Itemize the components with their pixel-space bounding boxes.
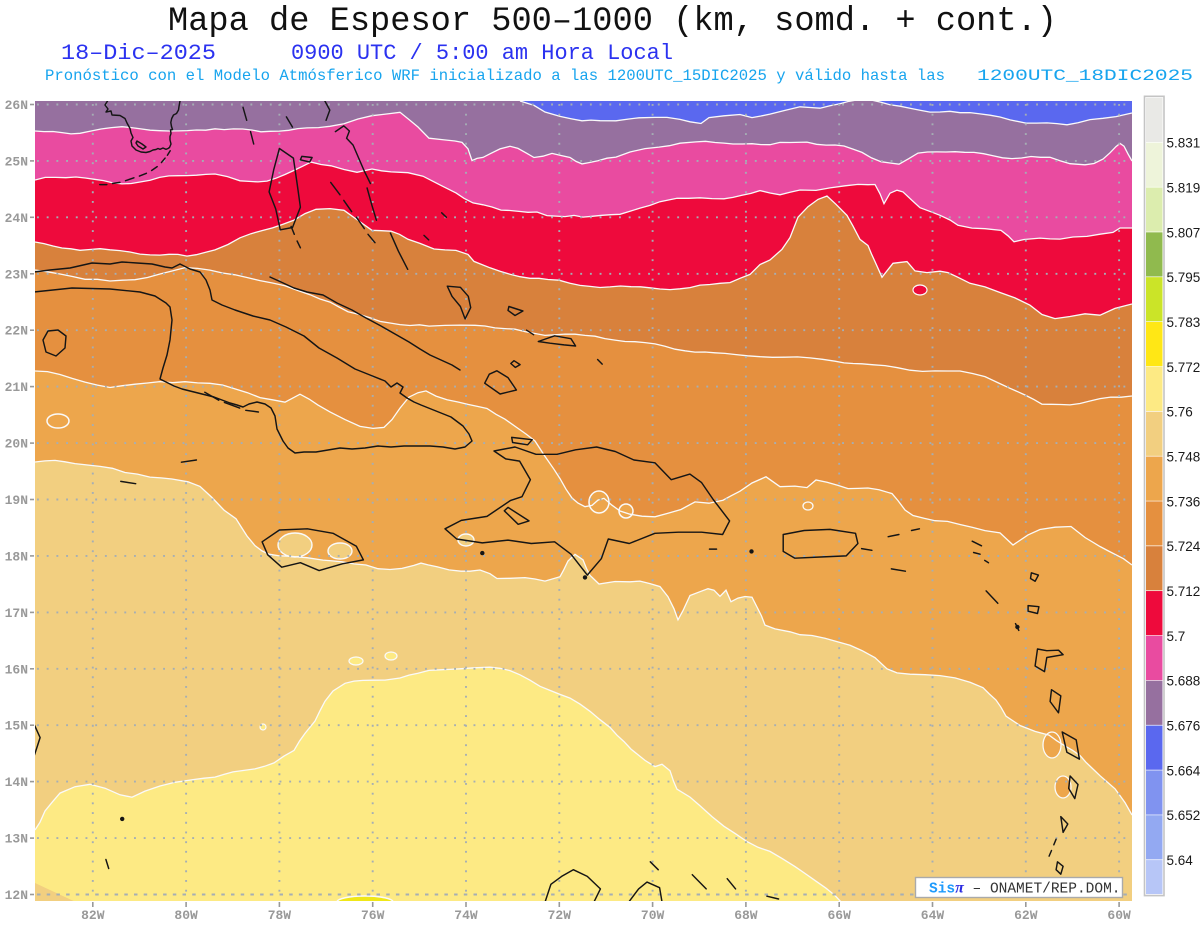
svg-text:15N: 15N [5, 719, 28, 734]
svg-text:14N: 14N [5, 775, 28, 790]
svg-text:82W: 82W [81, 908, 105, 923]
svg-text:0900 UTC / 5:00 am Hora Local: 0900 UTC / 5:00 am Hora Local [291, 41, 673, 66]
svg-text:20N: 20N [5, 437, 28, 452]
svg-text:5.748: 5.748 [1167, 450, 1200, 465]
svg-text:5.652: 5.652 [1167, 808, 1200, 823]
svg-text:5.664: 5.664 [1167, 763, 1200, 778]
svg-text:70W: 70W [641, 908, 665, 923]
svg-text:5.724: 5.724 [1167, 539, 1200, 554]
svg-text:21N: 21N [5, 380, 28, 395]
svg-text:5.712: 5.712 [1167, 584, 1200, 599]
svg-text:18–Dic–2025: 18–Dic–2025 [61, 41, 216, 66]
svg-text:5.76: 5.76 [1167, 405, 1193, 420]
svg-text:Mapa de Espesor 500–1000 (km,: Mapa de Espesor 500–1000 (km, somd. + co… [168, 3, 1057, 41]
svg-text:19N: 19N [5, 493, 28, 508]
svg-text:24N: 24N [5, 211, 28, 226]
svg-text:5.795: 5.795 [1167, 270, 1200, 285]
svg-text:5.807: 5.807 [1167, 225, 1200, 240]
svg-text:13N: 13N [5, 832, 28, 847]
svg-text:1200UTC_18DIC2025: 1200UTC_18DIC2025 [977, 67, 1193, 85]
svg-text:12N: 12N [5, 888, 28, 903]
svg-text:23N: 23N [5, 267, 28, 282]
svg-text:25N: 25N [5, 154, 28, 169]
svg-text:Sisπ – ONAMET/REP.DOM.: Sisπ – ONAMET/REP.DOM. [929, 880, 1120, 898]
svg-text:5.819: 5.819 [1167, 181, 1200, 196]
svg-text:5.676: 5.676 [1167, 719, 1200, 734]
svg-text:18N: 18N [5, 549, 28, 564]
svg-text:22N: 22N [5, 324, 28, 339]
svg-text:5.736: 5.736 [1167, 494, 1200, 509]
svg-text:17N: 17N [5, 606, 28, 621]
svg-text:66W: 66W [827, 908, 851, 923]
svg-text:5.783: 5.783 [1167, 315, 1200, 330]
svg-text:76W: 76W [361, 908, 385, 923]
svg-text:5.831: 5.831 [1167, 136, 1200, 151]
svg-text:74W: 74W [454, 908, 478, 923]
svg-text:5.64: 5.64 [1167, 853, 1194, 868]
svg-text:5.772: 5.772 [1167, 360, 1200, 375]
svg-text:26N: 26N [5, 98, 28, 113]
svg-text:78W: 78W [268, 908, 292, 923]
svg-text:16N: 16N [5, 662, 28, 677]
svg-text:72W: 72W [548, 908, 572, 923]
svg-text:68W: 68W [734, 908, 758, 923]
svg-text:5.688: 5.688 [1167, 674, 1200, 689]
svg-text:60W: 60W [1107, 908, 1131, 923]
svg-text:62W: 62W [1014, 908, 1038, 923]
svg-text:80W: 80W [174, 908, 198, 923]
svg-text:Pronóstico con el Modelo Atmós: Pronóstico con el Modelo Atmósferico WRF… [45, 67, 945, 85]
svg-text:5.7: 5.7 [1167, 629, 1186, 644]
svg-text:64W: 64W [921, 908, 945, 923]
